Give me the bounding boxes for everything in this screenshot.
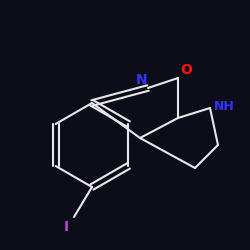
- Text: O: O: [180, 63, 192, 77]
- Text: NH: NH: [214, 100, 234, 112]
- Text: N: N: [136, 73, 148, 87]
- Text: I: I: [64, 220, 68, 234]
